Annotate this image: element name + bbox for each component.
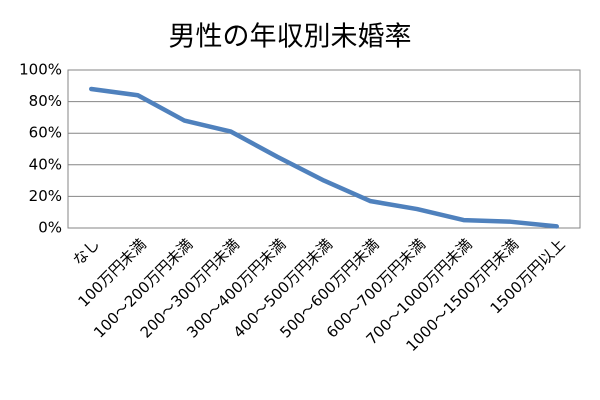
y-tick-label: 0% <box>38 219 62 237</box>
data-line <box>89 86 559 229</box>
plot-area <box>67 69 581 229</box>
x-tick-label: なし <box>69 235 103 269</box>
y-tick-label: 20% <box>29 187 62 205</box>
y-tick-label: 100% <box>19 61 62 79</box>
chart-title: 男性の年収別未婚率 <box>169 22 412 53</box>
y-tick-label: 80% <box>29 92 62 110</box>
y-tick-label: 60% <box>29 124 62 142</box>
y-tick-label: 40% <box>29 155 62 173</box>
